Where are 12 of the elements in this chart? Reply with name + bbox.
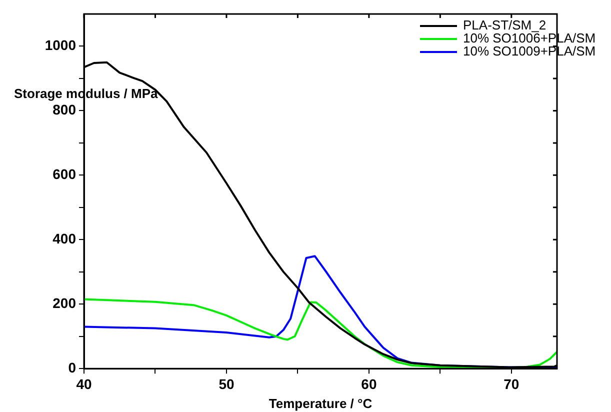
x-tick-label: 70 [504,376,520,392]
y-tick-label: 200 [52,294,76,311]
y-tick-label: 1000 [44,37,76,54]
y-tick-label: 800 [52,102,76,118]
x-axis-title: Temperature / °C [268,396,373,411]
legend-label: PLA-ST/SM_2 [463,18,546,33]
x-tick-label: 60 [361,376,377,392]
y-tick-label: 600 [52,166,76,182]
y-tick-label: 400 [52,230,76,247]
x-tick-label: 40 [76,376,92,392]
x-tick-label: 50 [218,376,234,392]
y-tick-label: 0 [68,359,76,376]
